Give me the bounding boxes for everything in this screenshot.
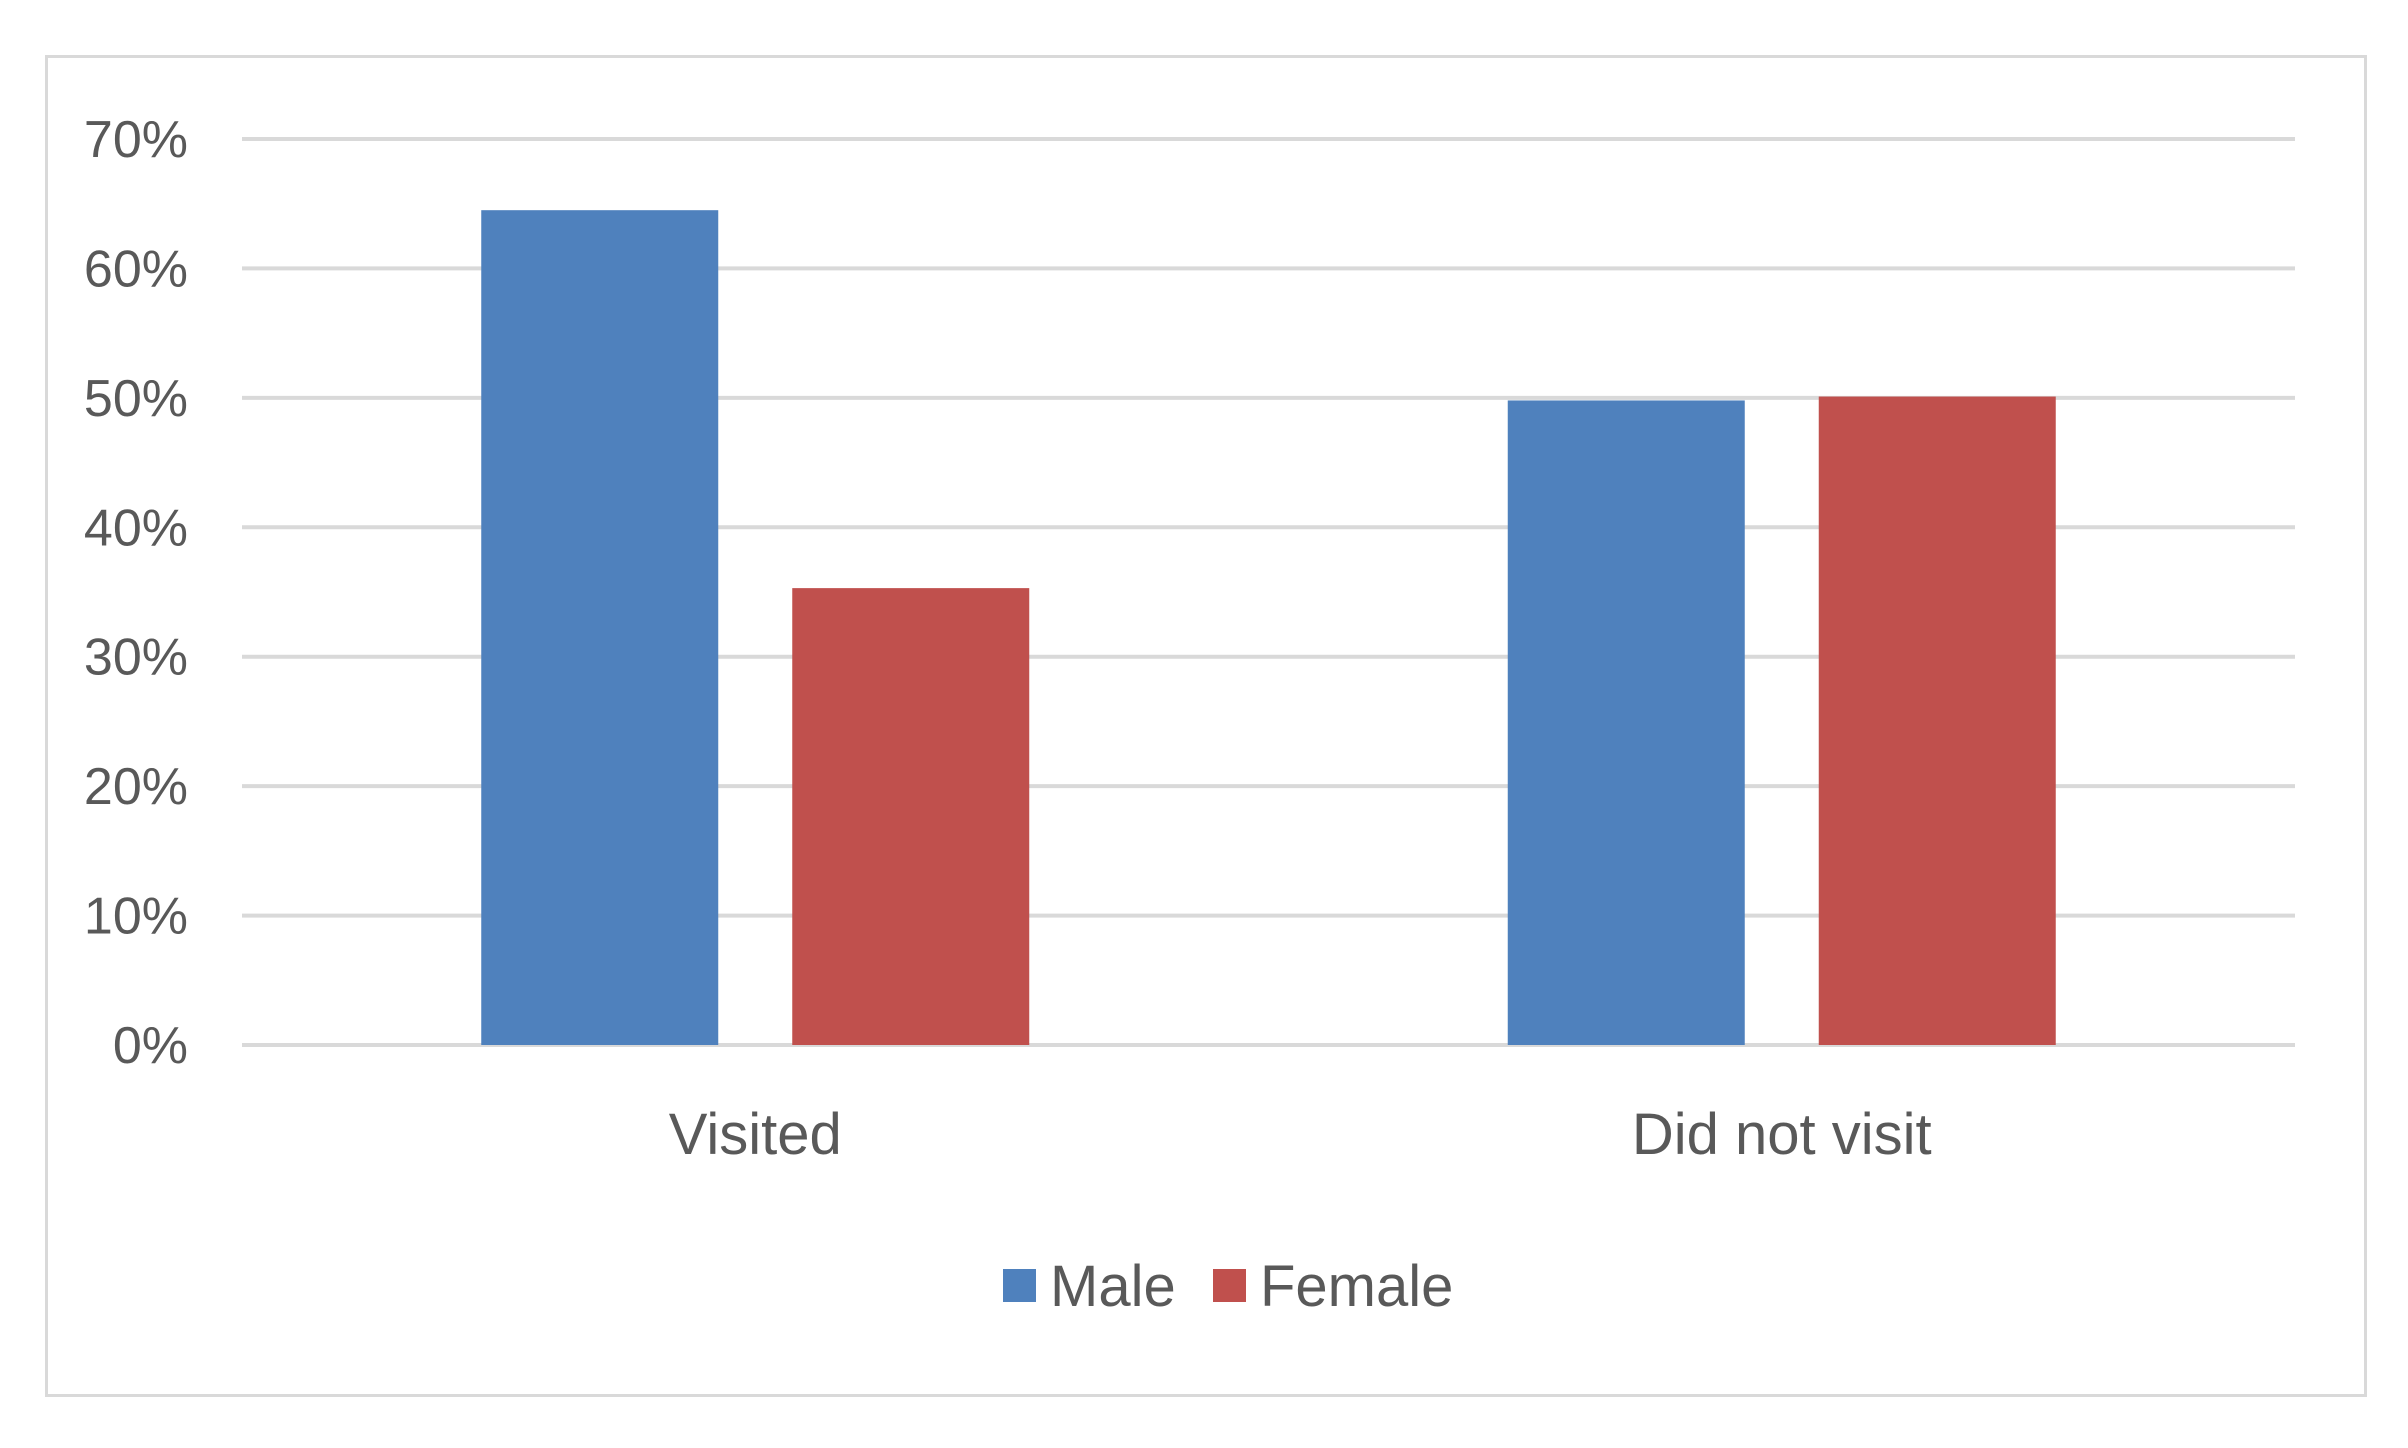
y-tick-label: 0% — [113, 1017, 188, 1075]
y-tick-label: 10% — [84, 888, 188, 946]
bar-male-did-not-visit — [1507, 400, 1745, 1046]
y-tick-label: 20% — [84, 758, 188, 816]
y-tick-label: 60% — [84, 240, 188, 298]
y-axis-tick-labels: 0% 10% 20% 30% 40% 50% 60% 70% — [84, 111, 188, 1075]
bars — [481, 210, 2056, 1046]
legend-label: Male — [1050, 1254, 1176, 1319]
x-category-label: Did not visit — [1632, 1102, 1932, 1167]
y-tick-label: 40% — [84, 499, 188, 557]
bar-female-visited — [792, 588, 1030, 1045]
x-axis-category-labels: Visited Did not visit — [669, 1102, 1932, 1167]
legend: Male Female — [1003, 1254, 1453, 1319]
bar-female-did-not-visit — [1818, 396, 2056, 1045]
legend-swatch — [1003, 1269, 1036, 1302]
y-tick-label: 30% — [84, 629, 188, 687]
legend-label: Female — [1260, 1254, 1453, 1319]
legend-item-male: Male — [1003, 1254, 1176, 1319]
x-category-label: Visited — [669, 1102, 842, 1167]
y-tick-label: 70% — [84, 111, 188, 169]
legend-swatch — [1213, 1269, 1246, 1302]
y-tick-label: 50% — [84, 370, 188, 428]
bar-male-visited — [481, 210, 719, 1045]
legend-item-female: Female — [1213, 1254, 1453, 1319]
